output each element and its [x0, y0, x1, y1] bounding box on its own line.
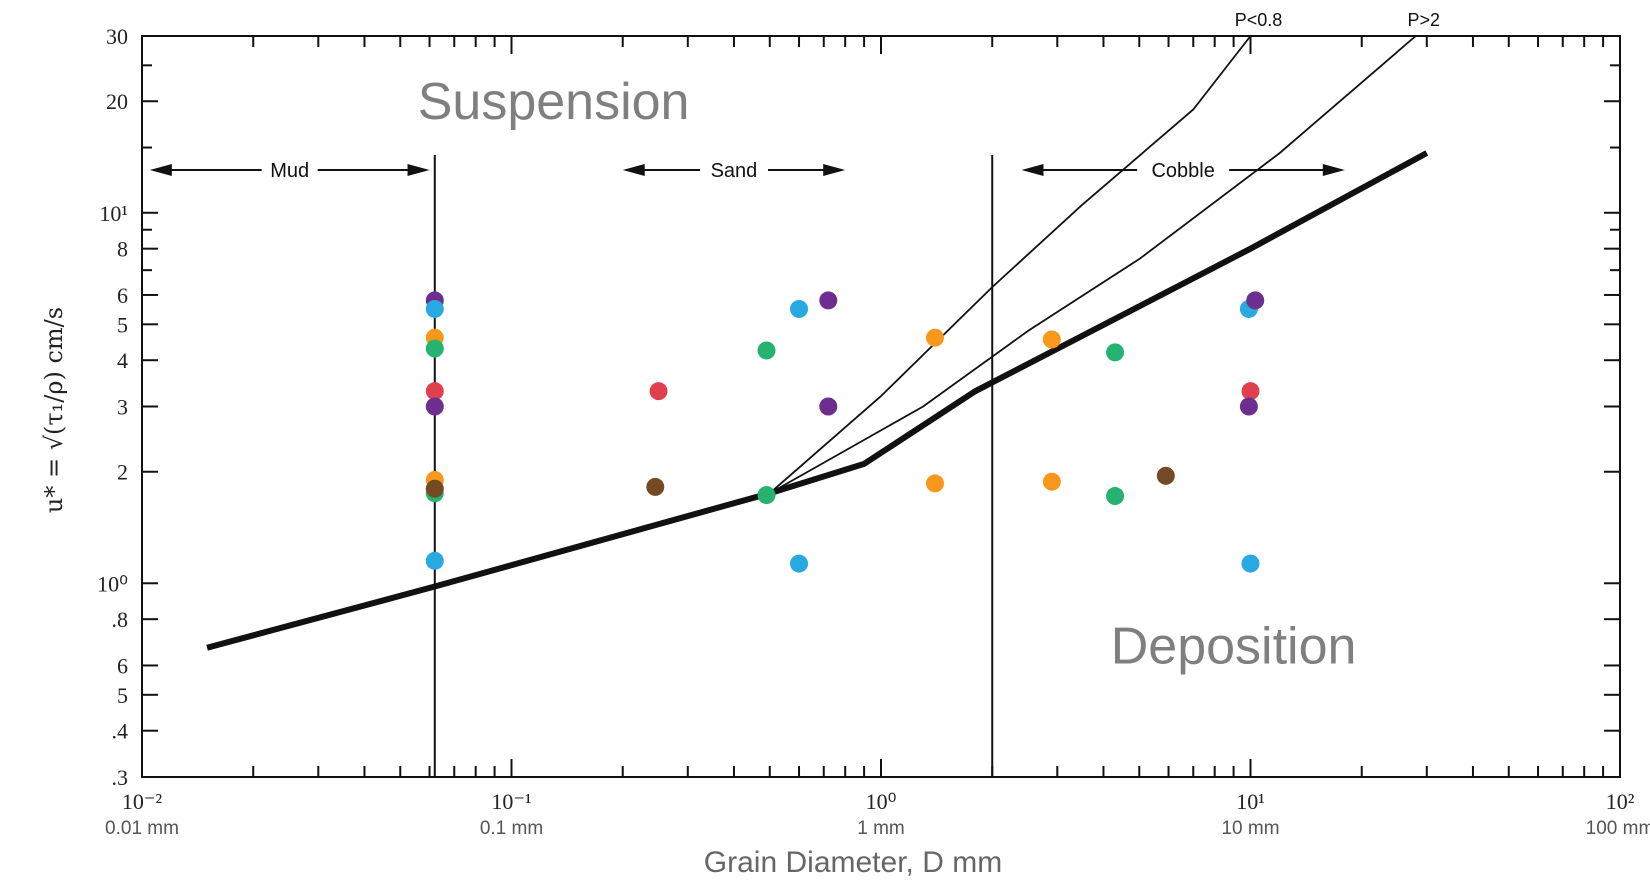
data-point [649, 382, 668, 401]
class-range-label: Cobble [1151, 160, 1214, 182]
axis-tick-labels: 10⁻² 0.01 mm 10⁻¹ 0.1 mm 10⁰ 1 mm 10¹ 10 mm 10² 1… [97, 24, 1650, 839]
y-tick-label: .3 [112, 765, 129, 790]
data-point [1042, 330, 1061, 349]
suspension-curve [769, 35, 1417, 495]
curves: P<0.8 P>2 [206, 10, 1440, 651]
data-point [925, 328, 944, 347]
y-tick-label: 5 [117, 312, 128, 337]
arrow-right [823, 164, 846, 176]
y-tick-label: 6 [117, 653, 128, 678]
plot-frame [141, 35, 1621, 778]
arrow-left [622, 164, 645, 176]
y-tick-label: .4 [112, 719, 129, 744]
data-point [1241, 554, 1260, 573]
y-tick-label: 3 [117, 395, 128, 420]
data-point [1241, 382, 1260, 401]
data-point [646, 477, 665, 496]
y-tick-label: 10¹ [99, 201, 128, 226]
data-point [790, 554, 809, 573]
data-point [1042, 472, 1061, 491]
data-point [425, 382, 444, 401]
y-tick-label: 4 [117, 348, 128, 373]
y-tick-label: 8 [117, 237, 128, 262]
data-point [1106, 343, 1125, 362]
data-point [1156, 466, 1175, 485]
x-tick-label: 10⁻² [122, 789, 163, 814]
data-point [425, 397, 444, 416]
x-unit-label: 0.1 mm [480, 818, 543, 839]
data-point [819, 291, 838, 310]
data-point [425, 551, 444, 570]
axis-ticks [141, 35, 1620, 778]
data-point [1239, 397, 1258, 416]
y-tick-label: 6 [117, 283, 128, 308]
y-tick-label: 2 [117, 460, 128, 485]
curve-label: P<0.8 [1235, 10, 1283, 30]
data-point [790, 299, 809, 318]
x-tick-label: 10⁻¹ [491, 789, 531, 814]
data-point [425, 479, 444, 498]
grain-class-ranges: Mud Sand Cobble [149, 160, 1345, 182]
x-tick-label: 10¹ [1236, 789, 1265, 814]
threshold-curve [206, 150, 1429, 651]
y-tick-label: 30 [106, 24, 128, 49]
data-point [925, 474, 944, 493]
arrow-left [1021, 164, 1044, 176]
x-unit-label: 1 mm [857, 818, 905, 839]
x-tick-label: 10⁰ [866, 789, 897, 814]
y-axis-label: u* = √(τ₁/ρ) cm/s [40, 307, 68, 513]
data-point [425, 299, 444, 318]
y-tick-label: .8 [112, 607, 129, 632]
y-tick-label: 10⁰ [97, 571, 128, 596]
data-point [1106, 487, 1125, 506]
data-point [757, 341, 776, 360]
x-axis-label: Grain Diameter, D mm [704, 846, 1002, 879]
y-tick-label: 5 [117, 683, 128, 708]
data-point [757, 486, 776, 505]
data-point [819, 397, 838, 416]
suspension-curve [769, 35, 1252, 494]
data-point [425, 339, 444, 358]
y-tick-label: 20 [106, 89, 128, 114]
class-boundary-lines [433, 155, 994, 777]
arrow-left [149, 164, 172, 176]
region-labels: Suspension Deposition [418, 73, 1357, 675]
x-tick-label: 10² [1606, 789, 1635, 814]
x-unit-label: 0.01 mm [105, 818, 179, 839]
data-points [425, 291, 1265, 573]
region-label: Deposition [1111, 617, 1357, 675]
class-range-label: Sand [711, 160, 758, 182]
region-label: Suspension [418, 73, 690, 131]
x-unit-label: 100 mm [1586, 818, 1650, 839]
x-unit-label: 10 mm [1221, 818, 1279, 839]
class-range-label: Mud [270, 160, 309, 182]
arrow-right [407, 164, 430, 176]
arrow-right [1322, 164, 1345, 176]
data-point [1246, 291, 1265, 310]
curve-label: P>2 [1407, 10, 1440, 30]
